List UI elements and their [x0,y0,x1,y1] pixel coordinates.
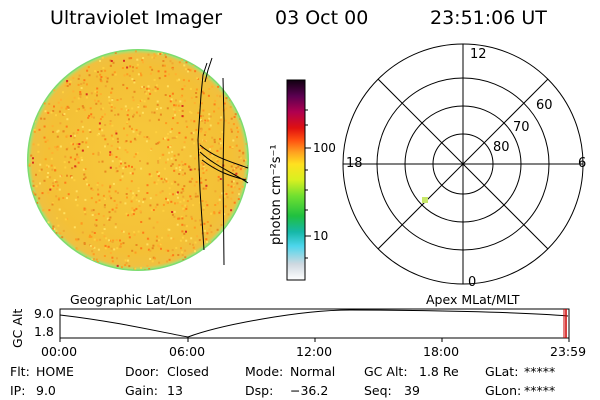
apex-label: Apex MLat/MLT [426,292,520,307]
status-door-label: Door: [125,364,160,379]
status-gain-label: Gain: [125,383,158,398]
altitude-xtick: 23:59 [550,344,587,359]
mlt-label-18: 18 [346,156,363,171]
status-mode-label: Mode: [245,364,284,379]
status-glat-label: GLat: [485,364,519,379]
status-door-value: Closed [167,364,209,379]
status-glon-value: ***** [524,383,556,398]
altitude-xtick: 06:00 [169,344,206,359]
uv-image-disk [27,49,249,271]
status-gcalt-value: 1.8 Re [419,364,459,379]
altitude-xtick: 12:00 [296,344,333,359]
status-ip-label: IP: [10,383,26,398]
altitude-xtick: 00:00 [41,344,78,359]
status-dsp-label: Dsp: [245,383,274,398]
mlt-label-12: 12 [470,47,487,62]
altitude-plot [59,308,570,342]
colorbar-tick-100: 100 [313,141,336,155]
status-dsp-value: −36.2 [290,383,329,398]
geographic-grid-lines [197,57,249,266]
status-ip-value: 9.0 [36,383,56,398]
lat-label-80: 80 [493,140,510,155]
lat-label-70: 70 [513,120,530,135]
status-glat-value: ***** [524,364,556,379]
lat-label-60: 60 [536,98,553,113]
colorbar [286,79,311,281]
status-flt-label: Flt: [10,364,30,379]
status-gcalt-label: GC Alt: [364,364,408,379]
altitude-xtick: 18:00 [423,344,460,359]
status-flt-value: HOME [36,364,74,379]
altitude-ylabel: GC Alt [10,308,25,348]
geographic-label: Geographic Lat/Lon [70,292,192,307]
mlt-label-6: 6 [578,156,587,171]
status-seq-label: Seq: [364,383,392,398]
status-seq-value: 39 [404,383,420,398]
colorbar-tick-10: 10 [313,229,329,243]
colorbar-unit-label: photon cm⁻²s⁻¹ [269,144,284,245]
mlt-label-0: 0 [468,275,477,290]
instrument-title: Ultraviolet Imager [50,7,223,29]
altitude-ytick-high: 9.0 [34,306,54,321]
satellite-position-marker [422,197,428,203]
status-glon-label: GLon: [485,383,522,398]
status-mode-value: Normal [290,364,336,379]
polar-mlt-plot [342,43,584,285]
altitude-ytick-low: 1.8 [34,324,54,339]
date-readout: 03 Oct 00 [275,7,369,29]
status-gain-value: 13 [167,383,183,398]
time-readout: 23:51:06 UT [430,7,547,29]
